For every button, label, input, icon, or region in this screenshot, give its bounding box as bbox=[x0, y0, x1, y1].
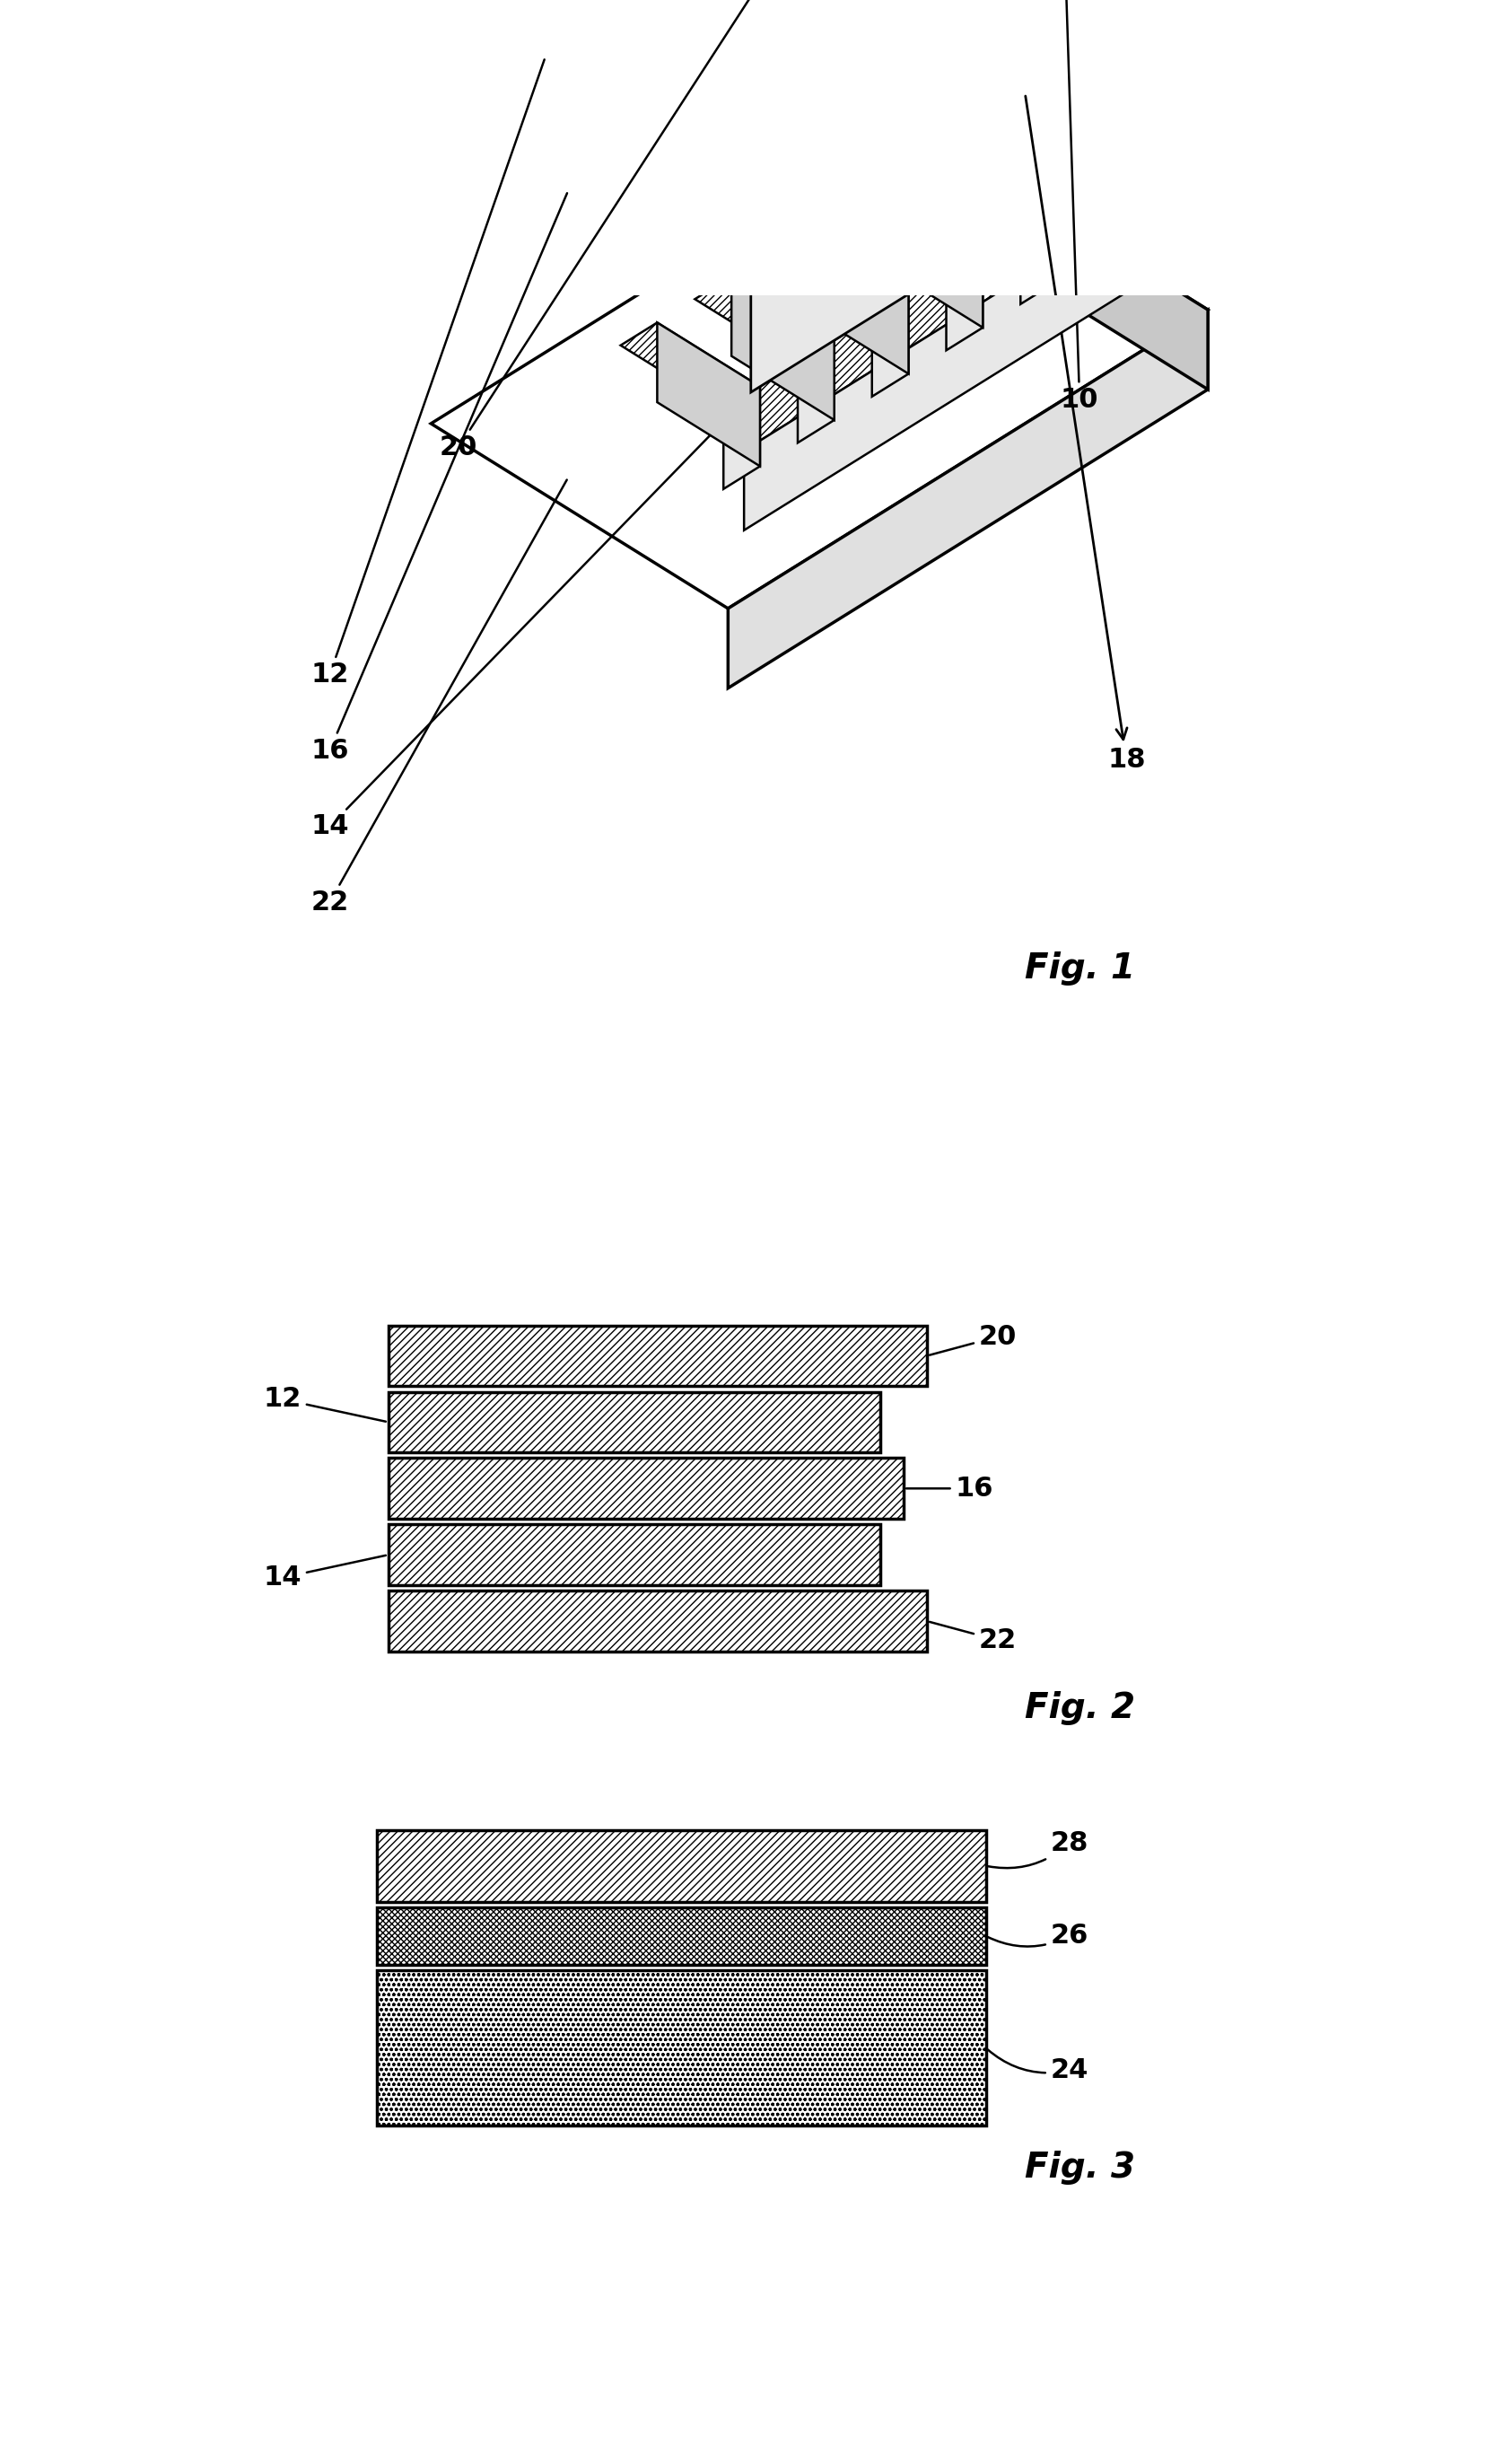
Text: Fig. 3: Fig. 3 bbox=[1025, 2150, 1134, 2185]
Text: 20: 20 bbox=[440, 0, 761, 461]
Text: 28: 28 bbox=[989, 1830, 1089, 1867]
Polygon shape bbox=[732, 276, 835, 421]
Bar bbox=[389, 1525, 880, 1586]
Polygon shape bbox=[798, 340, 835, 443]
Text: 18: 18 bbox=[1025, 96, 1146, 773]
Bar bbox=[376, 1970, 986, 2126]
Polygon shape bbox=[723, 387, 761, 490]
Bar bbox=[376, 1830, 986, 1901]
Polygon shape bbox=[689, 0, 726, 64]
Polygon shape bbox=[744, 195, 1155, 530]
Polygon shape bbox=[615, 7, 652, 111]
Text: Fig. 2: Fig. 2 bbox=[1025, 1692, 1134, 1727]
Polygon shape bbox=[431, 126, 1208, 608]
Polygon shape bbox=[874, 0, 977, 12]
Polygon shape bbox=[918, 138, 1057, 224]
Polygon shape bbox=[726, 0, 829, 106]
Text: 24: 24 bbox=[987, 2049, 1089, 2084]
Polygon shape bbox=[844, 185, 983, 271]
Bar bbox=[389, 1392, 880, 1453]
Polygon shape bbox=[727, 0, 1208, 131]
Polygon shape bbox=[910, 126, 1208, 389]
Polygon shape bbox=[880, 185, 983, 328]
Polygon shape bbox=[652, 7, 754, 150]
Polygon shape bbox=[541, 54, 680, 140]
Text: 12: 12 bbox=[310, 59, 544, 687]
Text: 26: 26 bbox=[987, 1924, 1089, 1948]
Text: 22: 22 bbox=[930, 1621, 1016, 1653]
Polygon shape bbox=[658, 323, 761, 466]
Polygon shape bbox=[947, 249, 983, 350]
Polygon shape bbox=[770, 229, 909, 318]
Polygon shape bbox=[615, 7, 754, 94]
Bar bbox=[376, 1906, 986, 1965]
Polygon shape bbox=[578, 54, 680, 197]
Polygon shape bbox=[517, 0, 928, 170]
Polygon shape bbox=[751, 79, 1093, 392]
Polygon shape bbox=[541, 54, 578, 155]
Text: 16: 16 bbox=[906, 1475, 993, 1502]
Text: 22: 22 bbox=[310, 480, 567, 916]
Polygon shape bbox=[431, 0, 1208, 52]
Text: 14: 14 bbox=[310, 406, 738, 840]
Text: Fig. 1: Fig. 1 bbox=[1025, 951, 1134, 985]
Bar bbox=[389, 1458, 904, 1520]
Polygon shape bbox=[696, 276, 835, 362]
Polygon shape bbox=[689, 0, 829, 49]
Polygon shape bbox=[1111, 167, 1155, 273]
Text: 10: 10 bbox=[1054, 0, 1099, 414]
Polygon shape bbox=[546, 0, 1093, 293]
Polygon shape bbox=[472, 0, 928, 91]
Polygon shape bbox=[806, 229, 909, 374]
Polygon shape bbox=[727, 310, 1208, 687]
Polygon shape bbox=[764, 0, 800, 17]
Polygon shape bbox=[954, 138, 1057, 281]
Bar bbox=[389, 1591, 927, 1653]
Text: 16: 16 bbox=[310, 192, 567, 764]
Bar bbox=[389, 1325, 927, 1387]
Text: 20: 20 bbox=[930, 1323, 1016, 1355]
Polygon shape bbox=[872, 293, 909, 397]
Polygon shape bbox=[1021, 202, 1057, 303]
Text: 12: 12 bbox=[263, 1387, 386, 1421]
Text: 14: 14 bbox=[263, 1554, 386, 1591]
Polygon shape bbox=[700, 167, 1155, 451]
Polygon shape bbox=[800, 0, 903, 59]
Polygon shape bbox=[620, 323, 761, 409]
Polygon shape bbox=[888, 0, 1093, 180]
